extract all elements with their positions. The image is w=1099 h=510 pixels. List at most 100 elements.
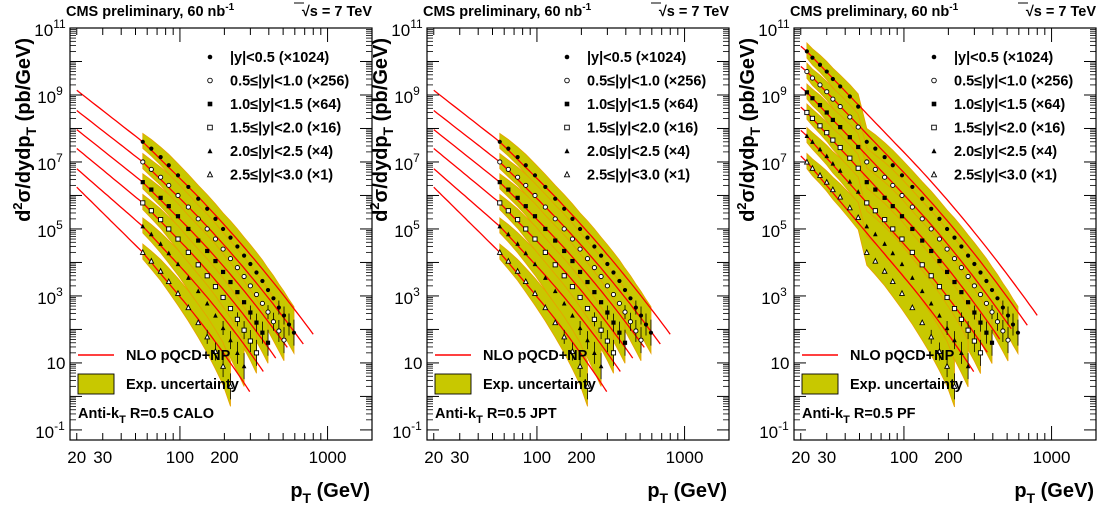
marker-open-triangle (220, 362, 227, 369)
marker-triangle (890, 250, 896, 256)
marker-dot (972, 261, 977, 267)
marker-open-circle (864, 159, 870, 165)
marker-triangle (523, 250, 529, 256)
header-left-part: -1 (582, 2, 591, 13)
y-axis-title-part: (pb/GeV) (370, 38, 392, 127)
legend-label: 1.5≤|y|<2.0 (×16) (230, 121, 341, 137)
uncertainty-band-5 (142, 217, 245, 387)
marker-open-square (247, 338, 253, 344)
legend-markers: |y|<0.5 (×1024) 0.5≤|y|<1.0 (×256) 1.0≤|y|… (563, 50, 706, 184)
marker-square (830, 117, 835, 123)
marker-square (910, 226, 915, 232)
marker-dot (959, 244, 964, 249)
marker-triangle (931, 148, 937, 154)
legend-label-part: 1.0≤|y|<1.5 (×64) (230, 97, 341, 113)
y-axis-title-part: T (23, 126, 39, 135)
marker-dot (241, 253, 247, 258)
marker-open-circle (899, 192, 905, 199)
marker-open-circle (561, 226, 567, 232)
marker-open-triangle (928, 333, 935, 340)
legend-label: 2.0≤|y|<2.5 (×4) (954, 144, 1057, 160)
series-6-markers (496, 248, 591, 400)
y-tick-label-part: 10 (404, 354, 423, 373)
marker-open-square (185, 249, 191, 255)
marker-dot (149, 146, 154, 151)
marker-dot (817, 62, 823, 67)
marker-square (856, 144, 861, 150)
exp-legend-box (77, 373, 115, 395)
marker-dot (952, 235, 957, 240)
y-tick-label: 109 (37, 84, 63, 107)
marker-dot (265, 287, 271, 293)
marker-open-circle (195, 216, 201, 222)
marker-dot (944, 226, 950, 232)
marker-dot (920, 196, 925, 201)
y-tick-label-part: 7 (413, 151, 420, 165)
nlo-curve-3 (800, 86, 1012, 330)
marker-open-circle (633, 328, 639, 334)
marker-dot (804, 49, 809, 54)
y-axis-title: d2σ/dydpT (pb/GeV) (367, 38, 396, 222)
y-axis-title-part: (pb/GeV) (13, 38, 35, 127)
marker-dot (598, 253, 604, 258)
marker-open-circle (584, 256, 591, 262)
marker-square (810, 96, 815, 101)
marker-open-circle (804, 69, 810, 75)
nlo-curve-5 (76, 168, 264, 372)
y-tick-label-part: 10 (37, 289, 56, 308)
legend-label: 1.5≤|y|<2.0 (×16) (587, 121, 698, 137)
marker-open-triangle (577, 362, 584, 369)
y-axis-title: d2σ/dydpT (pb/GeV) (734, 38, 763, 222)
legend-label: 0.5≤|y|<1.0 (×256) (954, 74, 1073, 90)
x-tick-label: 20 (424, 448, 443, 467)
marker-open-circle (830, 96, 836, 102)
y-tick-label-part: -1 (778, 419, 789, 433)
marker-open-square (864, 200, 870, 206)
marker-dot (543, 184, 548, 190)
legend-label-part: 2.5≤|y|<3.0 (×1) (587, 168, 690, 184)
marker-open-circle (994, 319, 1001, 325)
y-tick-label: 1011 (34, 17, 66, 40)
marker-dot (931, 54, 937, 60)
marker-open-square (931, 124, 937, 131)
marker-open-square (569, 284, 575, 290)
marker-square (570, 258, 575, 264)
algorithm-label: Anti-kT R=0.5 PF (802, 406, 916, 426)
x-tick-label: 30 (817, 448, 836, 467)
marker-open-circle (515, 174, 521, 180)
x-axis-title-part: p (647, 480, 659, 502)
y-tick-label: 103 (37, 285, 63, 308)
marker-triangle (810, 139, 815, 144)
marker-square (965, 300, 971, 305)
marker-dot (830, 76, 835, 82)
marker-open-square (855, 165, 861, 171)
x-tick-label-part: 30 (817, 448, 836, 467)
marker-dot (910, 184, 915, 190)
marker-square (611, 320, 616, 325)
marker-dot (899, 173, 905, 178)
marker-open-square (220, 294, 226, 301)
marker-open-circle (610, 292, 617, 298)
marker-dot (984, 278, 989, 284)
marker-dot (166, 163, 171, 168)
legend-label-part: |y|<0.5 (×1024) (954, 50, 1053, 66)
marker-open-square (977, 350, 984, 356)
marker-dot (929, 206, 934, 211)
x-tick-label: 100 (166, 448, 194, 467)
y-axis-title: d2σ/dydpT (pb/GeV) (10, 38, 39, 222)
marker-open-square (577, 294, 583, 301)
series-5-markers (497, 223, 604, 380)
y-tick-label: 105 (761, 218, 787, 241)
marker-open-circle (569, 236, 575, 242)
marker-square (562, 248, 567, 254)
y-tick-label: 109 (394, 84, 420, 107)
y-tick-label-part: 10 (34, 21, 53, 40)
x-tick-label-part: 100 (890, 448, 918, 467)
marker-open-square (195, 262, 201, 268)
nlo-curve-1 (76, 89, 314, 335)
marker-dot (643, 322, 649, 327)
marker-triangle (855, 189, 861, 194)
y-tick-label: 1011 (391, 17, 423, 40)
series-2-markers (804, 69, 1011, 354)
x-axis-title: pT (GeV) (647, 480, 727, 506)
